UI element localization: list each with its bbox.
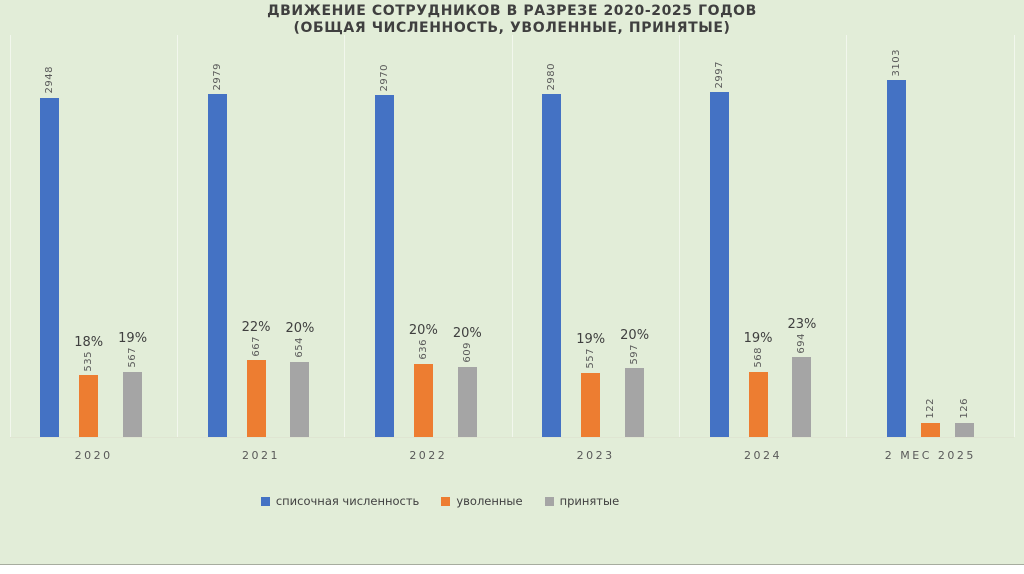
bar-value-label: 2948 bbox=[44, 66, 56, 94]
category-group: 2979 22% 667 20% 654 2021 bbox=[177, 35, 344, 462]
bar-value-label: 568 bbox=[752, 347, 764, 368]
legend-label: принятые bbox=[559, 494, 620, 508]
bar-segment bbox=[954, 422, 974, 437]
percent-label: 20% bbox=[408, 323, 438, 339]
bar-segment bbox=[625, 368, 645, 437]
category-label: 2024 bbox=[743, 449, 782, 462]
category-group: 2997 19% 568 23% 694 2024 bbox=[679, 35, 846, 462]
bar-value-label: 2980 bbox=[546, 62, 558, 91]
bar-value-label: 3103 bbox=[890, 48, 902, 76]
bar-value-label: 654 bbox=[294, 337, 306, 358]
legend-swatch bbox=[441, 496, 451, 506]
bar-column: 19% 557 bbox=[576, 332, 605, 437]
percent-label: 20% bbox=[620, 327, 650, 343]
bar-segment bbox=[920, 423, 940, 437]
bar-column: 2948 bbox=[40, 66, 60, 437]
bar-column: 20% 654 bbox=[285, 321, 314, 437]
category-gridline bbox=[1013, 35, 1015, 437]
bar-segment bbox=[886, 80, 906, 437]
percent-label: 20% bbox=[452, 326, 482, 342]
category-label: 2 МЕС 2025 bbox=[884, 449, 976, 462]
category-group: 2970 20% 636 20% 609 2022 bbox=[345, 35, 512, 462]
bar-value-label: 667 bbox=[250, 335, 262, 357]
percent-label: 22% bbox=[241, 319, 271, 335]
legend-item: принятые bbox=[544, 494, 620, 508]
bar-segment bbox=[413, 363, 433, 437]
category-group: 2980 19% 557 20% 597 2023 bbox=[512, 35, 679, 462]
bar-value-label: 609 bbox=[461, 342, 473, 363]
bar-value-label: 2997 bbox=[713, 60, 725, 89]
bar-column: 19% 568 bbox=[743, 331, 773, 437]
bar-value-label: 122 bbox=[924, 398, 936, 419]
category-group: 2948 18% 535 19% 567 2020 bbox=[10, 35, 177, 462]
legend: списочная численность уволенные принятые bbox=[0, 494, 952, 508]
category-gridline bbox=[9, 35, 11, 437]
category-gridline bbox=[176, 35, 178, 437]
bar-value-label: 2970 bbox=[378, 63, 390, 92]
legend-label: уволенные bbox=[456, 494, 523, 508]
bar-column: 22% 667 bbox=[241, 319, 271, 437]
bar-value-label: 126 bbox=[958, 397, 970, 419]
bar-column: 18% 535 bbox=[74, 335, 103, 437]
bar-segment bbox=[581, 372, 601, 437]
bar-segment bbox=[709, 92, 729, 437]
category-label: 2021 bbox=[241, 449, 280, 462]
bar-segment bbox=[290, 361, 310, 437]
percent-label: 23% bbox=[787, 316, 817, 332]
percent-label: 19% bbox=[743, 331, 773, 347]
bar-value-label: 597 bbox=[629, 343, 641, 365]
chart-title: ДВИЖЕНИЕ СОТРУДНИКОВ В РАЗРЕЗЕ 2020-2025… bbox=[267, 3, 757, 19]
bar-segment bbox=[792, 357, 812, 437]
bar-column: 2970 bbox=[374, 63, 394, 437]
bar-column: 23% 694 bbox=[787, 317, 816, 437]
legend-swatch bbox=[260, 496, 270, 506]
bar-segment bbox=[457, 366, 477, 437]
category-label: 2023 bbox=[576, 449, 615, 462]
percent-label: 19% bbox=[576, 332, 606, 348]
bar-segment bbox=[123, 371, 143, 437]
bar-column: 122 bbox=[920, 398, 940, 437]
plot-area: 2948 18% 535 19% 567 2020 2979 22% 667 20% 654 2021… bbox=[9, 35, 1015, 462]
bar-value-label: 567 bbox=[127, 347, 139, 368]
bar-column: 20% 636 bbox=[409, 323, 438, 437]
category-gridline bbox=[678, 35, 680, 437]
percent-label: 20% bbox=[285, 321, 315, 337]
bar-value-label: 557 bbox=[585, 348, 597, 369]
legend-swatch bbox=[544, 496, 554, 506]
bar-segment bbox=[374, 95, 394, 437]
chart-subtitle: (ОБЩАЯ ЧИСЛЕННОСТЬ, УВОЛЕННЫЕ, ПРИНЯТЫЕ) bbox=[293, 20, 731, 36]
legend-label: списочная численность bbox=[275, 494, 420, 508]
bar-column: 19% 567 bbox=[118, 331, 147, 437]
bar-segment bbox=[246, 360, 266, 437]
bar-segment bbox=[79, 375, 99, 437]
category-label: 2022 bbox=[409, 449, 448, 462]
category-gridline bbox=[846, 35, 848, 437]
percent-label: 18% bbox=[74, 334, 104, 350]
bar-column: 20% 597 bbox=[620, 328, 649, 437]
legend-item: списочная численность bbox=[260, 494, 420, 508]
bar-column: 20% 609 bbox=[453, 326, 482, 437]
legend-item: уволенные bbox=[441, 494, 523, 508]
chart-title-block: ДВИЖЕНИЕ СОТРУДНИКОВ В РАЗРЕЗЕ 2020-2025… bbox=[0, 3, 1024, 37]
bar-segment bbox=[40, 97, 60, 437]
bar-value-label: 636 bbox=[417, 339, 429, 360]
category-gridline bbox=[344, 35, 346, 437]
bar-value-label: 694 bbox=[796, 332, 808, 354]
bar-column: 126 bbox=[954, 397, 974, 437]
bar-value-label: 535 bbox=[83, 350, 95, 372]
percent-label: 19% bbox=[118, 331, 148, 347]
bar-column: 2997 bbox=[709, 60, 729, 437]
bar-segment bbox=[207, 94, 227, 437]
bar-column: 3103 bbox=[886, 48, 906, 437]
category-gridline bbox=[511, 35, 513, 437]
bar-segment bbox=[542, 94, 562, 437]
category-group: 3103 122 126 2 МЕС 2025 bbox=[847, 35, 1014, 462]
category-label: 2020 bbox=[74, 449, 113, 462]
bar-column: 2979 bbox=[207, 62, 227, 437]
bar-segment bbox=[748, 371, 768, 437]
bar-value-label: 2979 bbox=[211, 62, 223, 91]
bar-column: 2980 bbox=[542, 62, 562, 437]
